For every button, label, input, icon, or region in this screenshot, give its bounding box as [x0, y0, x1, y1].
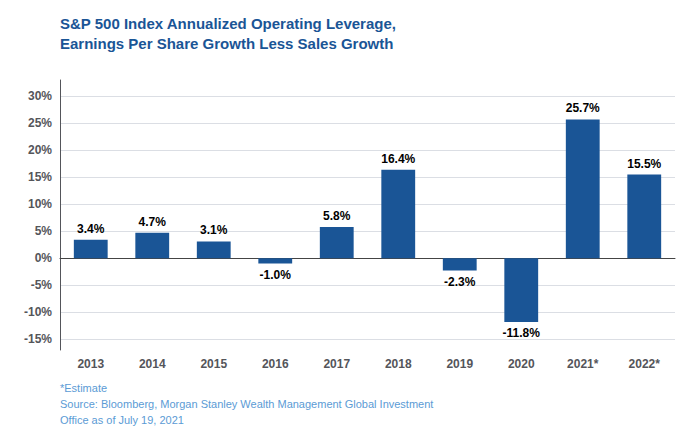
svg-text:S&P 500 Index Annualized Opera: S&P 500 Index Annualized Operating Lever… [60, 15, 396, 32]
svg-text:2014: 2014 [139, 357, 166, 371]
svg-text:10%: 10% [28, 197, 52, 211]
svg-text:-15%: -15% [24, 332, 52, 346]
svg-text:-10%: -10% [24, 305, 52, 319]
svg-text:2015: 2015 [200, 357, 227, 371]
svg-text:-1.0%: -1.0% [260, 268, 292, 282]
svg-text:-11.8%: -11.8% [503, 326, 541, 340]
svg-text:3.4%: 3.4% [77, 222, 105, 236]
svg-text:2017: 2017 [323, 357, 350, 371]
svg-text:25%: 25% [28, 116, 52, 130]
svg-text:2013: 2013 [77, 357, 104, 371]
svg-text:Office as of July 19, 2021: Office as of July 19, 2021 [60, 414, 184, 426]
svg-text:15%: 15% [28, 170, 52, 184]
svg-text:16.4%: 16.4% [381, 152, 415, 166]
svg-text:-5%: -5% [31, 278, 53, 292]
svg-text:0%: 0% [35, 251, 53, 265]
svg-text:2016: 2016 [262, 357, 289, 371]
svg-text:4.7%: 4.7% [139, 215, 167, 229]
svg-text:30%: 30% [28, 89, 52, 103]
svg-text:2018: 2018 [385, 357, 412, 371]
svg-text:15.5%: 15.5% [627, 157, 661, 171]
svg-text:-2.3%: -2.3% [444, 275, 476, 289]
svg-text:Earnings Per Share Growth Less: Earnings Per Share Growth Less Sales Gro… [60, 35, 393, 52]
svg-text:20%: 20% [28, 143, 52, 157]
svg-text:3.1%: 3.1% [200, 223, 228, 237]
svg-text:5%: 5% [35, 224, 53, 238]
svg-text:Source: Bloomberg, Morgan Stan: Source: Bloomberg, Morgan Stanley Wealth… [60, 398, 433, 410]
svg-text:2022*: 2022* [629, 357, 661, 371]
svg-text:2019: 2019 [446, 357, 473, 371]
svg-text:*Estimate: *Estimate [60, 382, 107, 394]
svg-text:25.7%: 25.7% [566, 101, 600, 115]
svg-text:5.8%: 5.8% [323, 209, 351, 223]
svg-text:2020: 2020 [508, 357, 535, 371]
svg-text:2021*: 2021* [567, 357, 599, 371]
